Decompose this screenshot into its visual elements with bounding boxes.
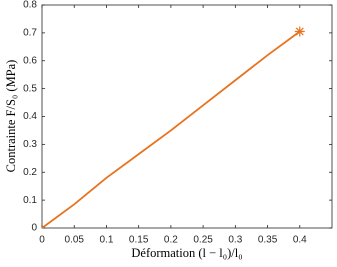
y-tick-label: 0.8 [23, 0, 37, 11]
y-tick-label: 0.3 [23, 139, 37, 150]
line-series [41, 30, 301, 229]
x-tick-label: 0.15 [129, 235, 149, 246]
y-tick-label: 0.7 [23, 28, 37, 39]
x-axis-label: Déformation (l − l₀)/l₀ [131, 246, 242, 260]
y-tick-label: 0 [31, 223, 37, 234]
y-axis-label: Contrainte F/S₀ (MPa) [4, 60, 18, 173]
x-tick-label: 0.25 [193, 235, 213, 246]
x-tick-label: 0.1 [99, 235, 113, 246]
x-tick-label: 0.35 [258, 235, 278, 246]
y-tick-label: 0.6 [23, 55, 37, 66]
y-tick-label: 0.2 [23, 167, 37, 178]
y-tick-label: 0.1 [23, 195, 37, 206]
x-tick-label: 0.3 [228, 235, 242, 246]
x-tick-label: 0.05 [64, 235, 84, 246]
x-tick-label: 0.4 [293, 235, 307, 246]
x-tick-label: 0.2 [164, 235, 178, 246]
end-marker [294, 26, 305, 37]
y-tick-label: 0.5 [23, 83, 37, 94]
y-tick-label: 0.4 [23, 111, 37, 122]
x-tick-label: 0 [39, 235, 45, 246]
